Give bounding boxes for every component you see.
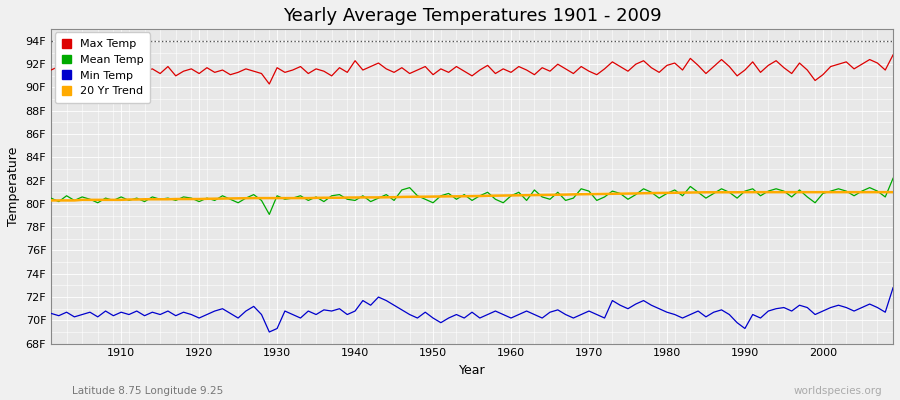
Legend: Max Temp, Mean Temp, Min Temp, 20 Yr Trend: Max Temp, Mean Temp, Min Temp, 20 Yr Tre…: [55, 32, 150, 103]
Title: Yearly Average Temperatures 1901 - 2009: Yearly Average Temperatures 1901 - 2009: [283, 7, 662, 25]
Text: worldspecies.org: worldspecies.org: [794, 386, 882, 396]
X-axis label: Year: Year: [459, 364, 485, 377]
Text: Latitude 8.75 Longitude 9.25: Latitude 8.75 Longitude 9.25: [72, 386, 223, 396]
Y-axis label: Temperature: Temperature: [7, 147, 20, 226]
